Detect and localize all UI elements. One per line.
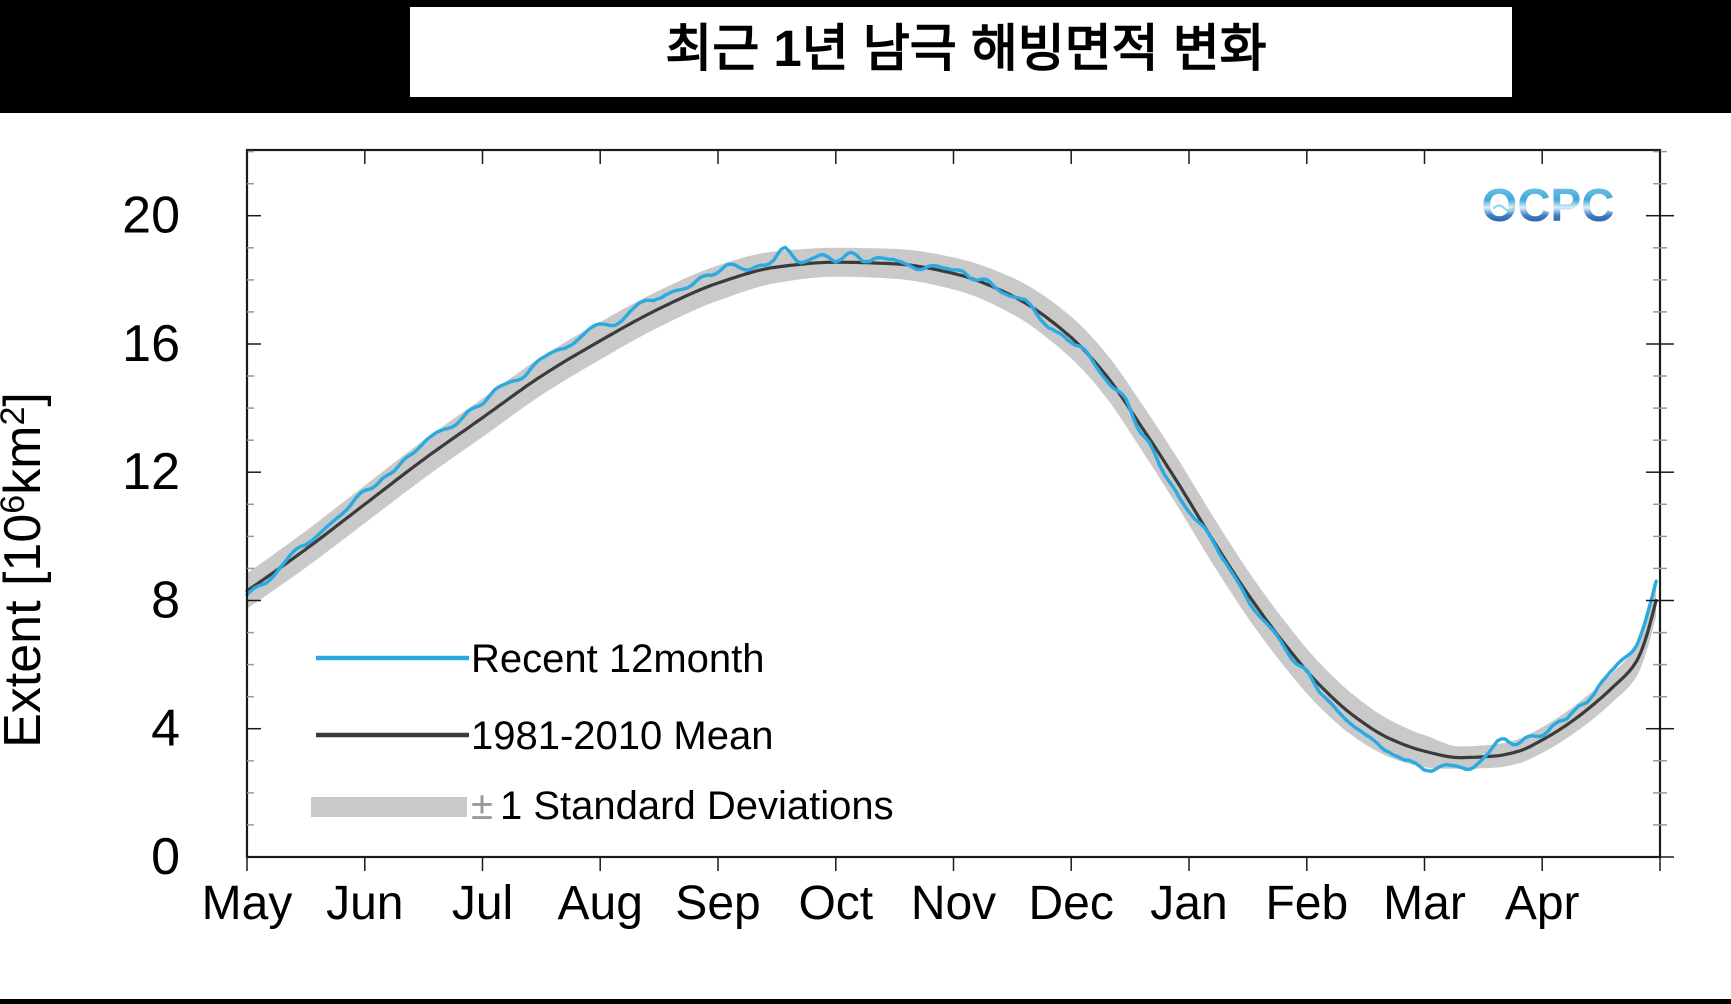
- svg-text:Jul: Jul: [452, 877, 513, 930]
- svg-text:Dec: Dec: [1029, 877, 1114, 930]
- svg-text:Mar: Mar: [1383, 877, 1466, 930]
- svg-text:1 Standard Deviations: 1 Standard Deviations: [500, 784, 894, 828]
- svg-text:12: 12: [122, 443, 180, 501]
- svg-text:4: 4: [151, 700, 180, 758]
- svg-text:Oct: Oct: [798, 877, 873, 930]
- svg-text:Apr: Apr: [1505, 877, 1580, 930]
- svg-text:1981-2010 Mean: 1981-2010 Mean: [471, 714, 773, 758]
- svg-text:Aug: Aug: [557, 877, 642, 930]
- svg-text:최근 1년 남극 해빙면적 변화: 최근 1년 남극 해빙면적 변화: [665, 20, 1266, 77]
- svg-text:Jan: Jan: [1150, 877, 1227, 930]
- svg-text:Sep: Sep: [675, 877, 760, 930]
- svg-text:±: ±: [471, 784, 493, 828]
- svg-text:Feb: Feb: [1265, 877, 1348, 930]
- svg-text:0: 0: [151, 828, 180, 886]
- svg-text:16: 16: [122, 315, 180, 373]
- svg-text:20: 20: [122, 187, 180, 245]
- svg-text:Extent [106km2]: Extent [106km2]: [0, 392, 52, 748]
- svg-text:May: May: [202, 877, 293, 930]
- svg-text:Nov: Nov: [911, 877, 996, 930]
- svg-text:Jun: Jun: [326, 877, 403, 930]
- svg-text:8: 8: [151, 572, 180, 630]
- svg-text:Recent 12month: Recent 12month: [471, 637, 765, 681]
